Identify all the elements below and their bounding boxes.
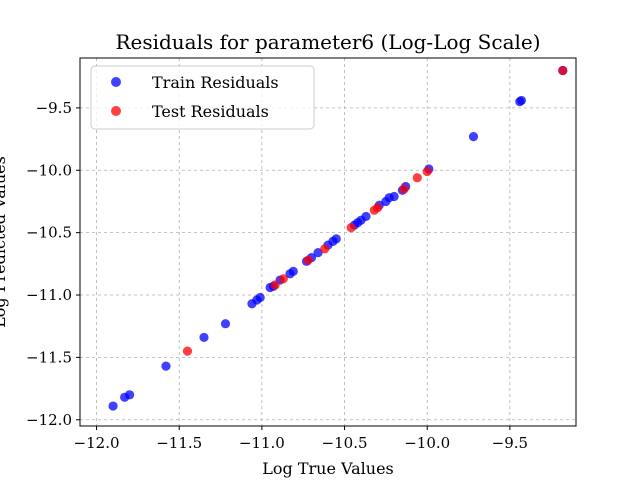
x-tick-label: −11.0 bbox=[239, 434, 285, 452]
train-point bbox=[199, 332, 209, 343]
train-point bbox=[331, 234, 341, 244]
test-point bbox=[399, 184, 409, 194]
test-point bbox=[270, 280, 280, 290]
test-point bbox=[422, 166, 432, 177]
train-point bbox=[389, 191, 399, 202]
test-point bbox=[558, 65, 568, 76]
train-point bbox=[161, 361, 171, 371]
train-point bbox=[220, 319, 231, 329]
train-point bbox=[255, 292, 265, 303]
train-point bbox=[361, 211, 371, 222]
x-tick-label: −9.5 bbox=[492, 434, 528, 452]
legend-marker-train bbox=[111, 77, 121, 87]
axis-ticks: −12.0 −11.5 −11.0 −10.5 −10.0 −9.5 −12.0 −11.5 −… bbox=[26, 99, 528, 452]
train-point bbox=[125, 390, 135, 400]
legend-label-test: Test Residuals bbox=[152, 102, 269, 121]
y-axis-label: Log Predicted Values bbox=[0, 156, 9, 328]
test-point bbox=[373, 203, 383, 213]
x-tick-label: −11.5 bbox=[156, 434, 202, 452]
y-tick-label: −11.5 bbox=[26, 348, 72, 366]
train-point bbox=[516, 95, 527, 106]
x-tick-label: −12.0 bbox=[74, 434, 120, 452]
x-tick-label: −10.5 bbox=[322, 434, 368, 452]
test-point bbox=[320, 244, 330, 254]
test-point bbox=[303, 255, 313, 265]
y-tick-label: −10.5 bbox=[26, 224, 72, 242]
x-axis-label: Log True Values bbox=[262, 459, 394, 478]
legend-box bbox=[90, 65, 315, 130]
train-point bbox=[108, 401, 118, 411]
data-points bbox=[108, 65, 568, 411]
train-point bbox=[468, 131, 479, 142]
test-point bbox=[182, 346, 193, 356]
x-tick-label: −10.0 bbox=[404, 434, 450, 452]
test-point bbox=[346, 223, 356, 233]
legend-marker-test bbox=[111, 106, 121, 116]
y-tick-label: −9.5 bbox=[36, 99, 72, 117]
y-tick-label: −10.0 bbox=[26, 161, 72, 179]
plot-frame bbox=[79, 57, 577, 427]
legend-label-train: Train Residuals bbox=[152, 73, 279, 92]
legend: Train Residuals Test Residuals bbox=[90, 65, 315, 130]
test-point bbox=[412, 173, 422, 183]
y-tick-label: −12.0 bbox=[26, 411, 72, 429]
y-tick-label: −11.0 bbox=[26, 286, 72, 304]
chart-title: Residuals for parameter6 (Log-Log Scale) bbox=[115, 30, 540, 54]
test-point bbox=[278, 274, 288, 284]
train-point bbox=[288, 266, 298, 276]
